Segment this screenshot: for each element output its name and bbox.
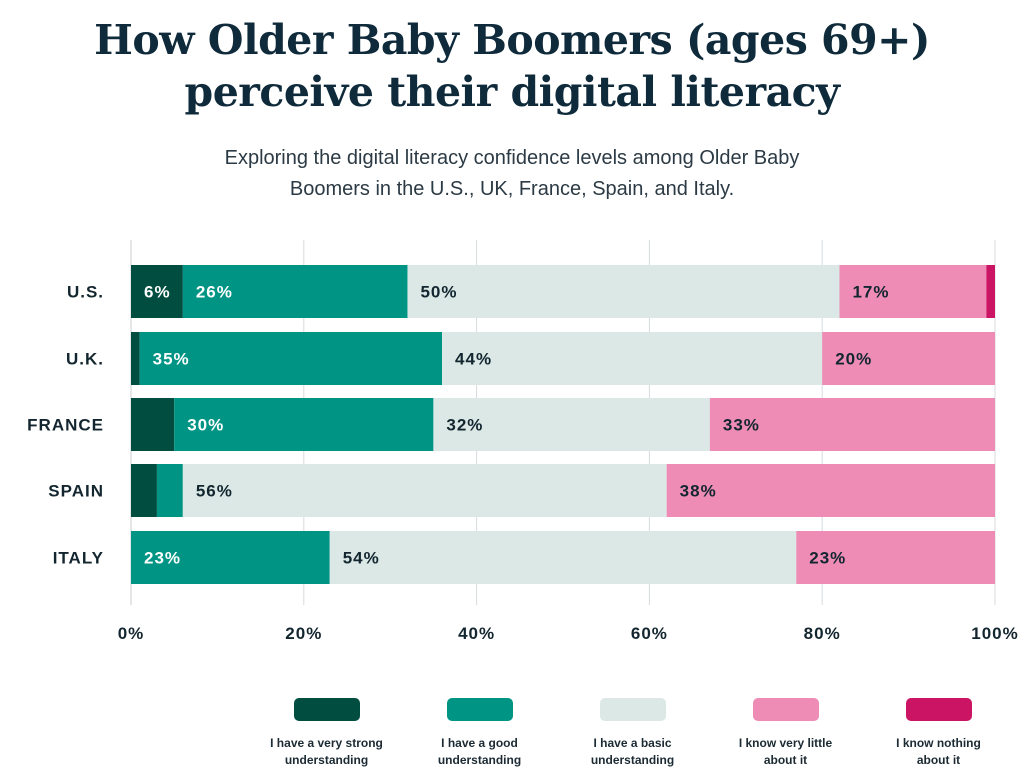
chart-title-line-1: How Older Baby Boomers (ages 69+) — [94, 16, 930, 64]
data-label: 38% — [680, 482, 717, 501]
chart-subtitle: Exploring the digital literacy confidenc… — [150, 143, 874, 205]
legend-label-line: I have a good — [441, 736, 518, 750]
bar-segment — [433, 398, 710, 451]
x-tick-label: 0% — [118, 624, 145, 643]
data-label: 17% — [852, 283, 889, 302]
data-label: 6% — [144, 283, 171, 302]
y-category-label: U.S. — [67, 283, 104, 302]
legend-item: I have a basic understanding — [556, 698, 709, 769]
bar-segment — [407, 265, 840, 318]
data-label: 35% — [153, 350, 190, 369]
bar-segment — [822, 332, 995, 385]
x-tick-label: 60% — [631, 624, 668, 643]
legend-label: I have a very strong understanding — [257, 735, 397, 769]
data-label: 33% — [723, 416, 760, 435]
bar-segment — [131, 531, 330, 584]
legend-label-line: I have a very strong — [270, 736, 383, 750]
legend-item: I have a very strong understanding — [250, 698, 403, 769]
data-label: 56% — [196, 482, 233, 501]
legend-item: I have a good understanding — [403, 698, 556, 769]
y-category-label: ITALY — [53, 549, 104, 568]
y-category-label: U.K. — [66, 350, 104, 369]
x-tick-label: 80% — [804, 624, 841, 643]
data-label: 32% — [446, 416, 483, 435]
legend-swatch — [905, 698, 972, 721]
bar-segment — [442, 332, 823, 385]
bar-segment — [182, 464, 667, 517]
bar-segment — [131, 464, 157, 517]
legend-swatch — [446, 698, 513, 721]
x-tick-label: 40% — [458, 624, 495, 643]
data-label: 23% — [144, 549, 181, 568]
data-label: 44% — [455, 350, 492, 369]
legend-label-line: I know very little — [738, 736, 833, 750]
data-label: 50% — [420, 283, 457, 302]
legend-label: I know very little about it — [716, 735, 856, 769]
bar-segment — [329, 531, 797, 584]
legend-item: I know nothing about it — [862, 698, 1015, 769]
legend-label-line: understanding — [590, 753, 675, 767]
bar-segment — [139, 332, 443, 385]
legend-swatch — [293, 698, 360, 721]
x-tick-label: 100% — [971, 624, 1018, 643]
y-category-label: FRANCE — [27, 416, 104, 435]
bar-segment — [131, 398, 175, 451]
data-label: 54% — [343, 549, 380, 568]
bar-segment — [182, 265, 408, 318]
legend-label: I have a good understanding — [410, 735, 550, 769]
legend-label: I know nothing about it — [869, 735, 1009, 769]
legend-label-line: understanding — [437, 753, 522, 767]
legend-label-line: about it — [916, 753, 961, 767]
bar-segment — [131, 265, 183, 318]
data-label: 30% — [187, 416, 224, 435]
y-category-label: SPAIN — [48, 482, 104, 501]
chart-title-line-2: perceive their digital literacy — [184, 68, 840, 116]
chart-subtitle-line-2: Boomers in the U.S., UK, France, Spain, … — [289, 178, 735, 200]
x-tick-label: 20% — [285, 624, 322, 643]
legend-label-line: I have a basic — [593, 736, 672, 750]
chart-title: How Older Baby Boomers (ages 69+) percei… — [0, 14, 1024, 118]
bar-segment — [839, 265, 987, 318]
bar-segment — [709, 398, 995, 451]
legend-label-line: I know nothing — [896, 736, 981, 750]
legend-swatch — [599, 698, 666, 721]
bar-segment — [796, 531, 995, 584]
legend-label-line: about it — [763, 753, 808, 767]
bar-segment — [986, 265, 995, 318]
bar-segment — [666, 464, 995, 517]
legend: I have a very strong understanding I have … — [250, 698, 1020, 769]
bar-segment — [174, 398, 434, 451]
bar-segment — [156, 464, 183, 517]
legend-swatch — [752, 698, 819, 721]
data-label: 26% — [196, 283, 233, 302]
data-label: 20% — [835, 350, 872, 369]
data-label: 23% — [809, 549, 846, 568]
legend-item: I know very little about it — [709, 698, 862, 769]
legend-label: I have a basic understanding — [563, 735, 703, 769]
legend-label-line: understanding — [284, 753, 369, 767]
chart-subtitle-line-1: Exploring the digital literacy confidenc… — [224, 147, 800, 169]
bar-segment — [131, 332, 140, 385]
